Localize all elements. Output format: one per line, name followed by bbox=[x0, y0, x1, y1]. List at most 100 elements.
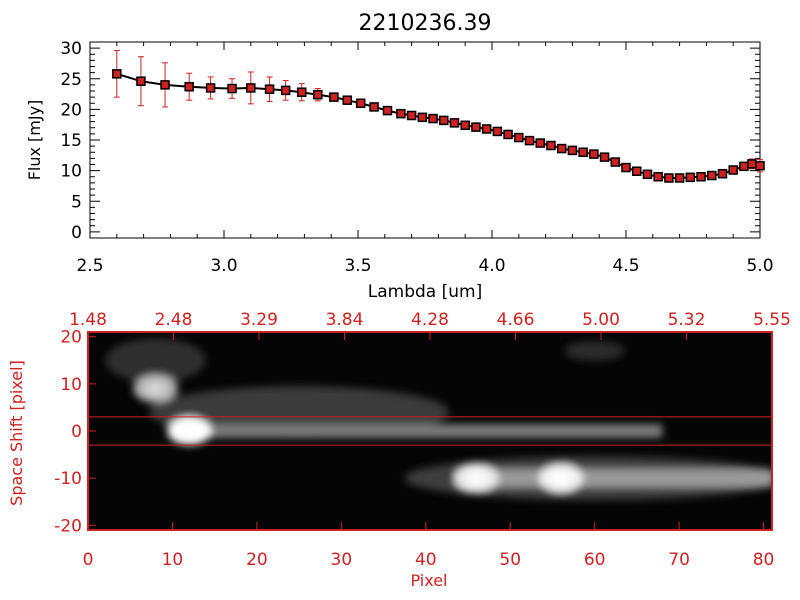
data-point bbox=[428, 113, 438, 124]
data-point bbox=[578, 147, 588, 157]
data-point bbox=[205, 83, 216, 93]
wavelength-tick-label: 3.84 bbox=[326, 310, 364, 330]
data-point bbox=[535, 138, 545, 148]
data-point bbox=[728, 165, 738, 175]
data-point bbox=[599, 152, 610, 162]
data-point bbox=[417, 112, 428, 123]
wavelength-tick-label: 4.66 bbox=[497, 310, 535, 330]
data-point bbox=[369, 102, 379, 112]
data-point bbox=[246, 83, 256, 93]
source-core bbox=[179, 424, 200, 438]
x-tick-label: 4.0 bbox=[478, 256, 505, 276]
heatmap-y-tick-label: 10 bbox=[60, 375, 82, 395]
y-axis-label: Flux [mJy] bbox=[25, 100, 44, 181]
y-tick-label: 25 bbox=[60, 70, 82, 90]
data-point bbox=[610, 157, 621, 167]
source-core bbox=[550, 471, 571, 486]
data-point bbox=[396, 108, 406, 119]
heatmap-y-tick-label: -10 bbox=[54, 469, 82, 489]
heatmap-y-tick-label: 0 bbox=[71, 422, 82, 442]
data-point bbox=[406, 110, 417, 121]
x-axis-label: Lambda [um] bbox=[368, 282, 482, 302]
data-point bbox=[460, 120, 470, 131]
data-point bbox=[631, 166, 642, 176]
heatmap-y-tick-label: 20 bbox=[60, 328, 82, 348]
wavelength-tick-label: 1.48 bbox=[69, 310, 107, 330]
data-point bbox=[160, 80, 170, 90]
data-point bbox=[481, 124, 492, 134]
data-point bbox=[296, 87, 307, 97]
heatmap-y-tick-label: -20 bbox=[54, 516, 82, 536]
data-point bbox=[503, 129, 513, 140]
spectrum-axis-ticks: 2.5 3.0 3.5 4.0 4.5 5.0 0 5 10 15 20 25 30 bbox=[60, 39, 773, 276]
data-point bbox=[674, 173, 685, 183]
data-point bbox=[621, 162, 631, 173]
data-point bbox=[664, 173, 674, 183]
data-point bbox=[717, 168, 728, 179]
y-tick-label: 5 bbox=[71, 192, 82, 212]
diffuse-emission bbox=[564, 340, 625, 361]
data-point bbox=[449, 118, 460, 128]
y-tick-label: 10 bbox=[60, 162, 82, 182]
wavelength-tick-label: 5.55 bbox=[753, 310, 791, 330]
heatmap-x-tick-label: 60 bbox=[584, 550, 606, 570]
wavelength-tick-label: 2.48 bbox=[155, 310, 193, 330]
x-tick-label: 4.5 bbox=[612, 256, 639, 276]
wavelength-tick-label: 5.32 bbox=[668, 310, 706, 330]
heatmap-x-tick-label: 70 bbox=[668, 550, 690, 570]
data-point bbox=[439, 115, 449, 126]
data-point bbox=[653, 172, 663, 182]
x-tick-label: 5.0 bbox=[746, 256, 773, 276]
data-point bbox=[184, 81, 194, 92]
wavelength-tick-label: 4.28 bbox=[411, 310, 449, 330]
data-point bbox=[112, 69, 122, 79]
y-tick-label: 30 bbox=[60, 39, 82, 59]
heatmap-x-tick-label: 50 bbox=[499, 550, 521, 570]
x-tick-label: 3.5 bbox=[344, 256, 371, 276]
data-point bbox=[342, 95, 353, 105]
y-tick-label: 20 bbox=[60, 100, 82, 120]
data-point bbox=[556, 143, 567, 154]
x-tick-label: 2.5 bbox=[76, 256, 103, 276]
spectral-trace bbox=[172, 424, 663, 438]
data-point bbox=[514, 132, 524, 143]
data-point bbox=[329, 92, 339, 102]
heatmap-x-tick-label: 40 bbox=[415, 550, 437, 570]
y-tick-label: 15 bbox=[60, 131, 82, 151]
spectral-trace bbox=[459, 469, 772, 488]
x-tick-label: 3.0 bbox=[210, 256, 237, 276]
data-point bbox=[696, 172, 706, 182]
data-point bbox=[313, 89, 323, 100]
data-point bbox=[280, 85, 291, 96]
spectral-image-heatmap bbox=[87, 331, 773, 531]
data-point bbox=[136, 76, 146, 86]
data-point bbox=[642, 169, 653, 180]
data-point bbox=[355, 98, 366, 108]
data-point bbox=[685, 172, 696, 183]
data-point bbox=[747, 159, 757, 169]
data-point bbox=[546, 140, 556, 151]
data-point bbox=[755, 160, 765, 171]
source-core bbox=[466, 471, 487, 486]
heatmap-x-tick-label: 0 bbox=[83, 550, 94, 570]
source-core bbox=[145, 381, 166, 396]
diffuse-emission bbox=[105, 338, 206, 383]
data-point bbox=[492, 126, 503, 137]
spectrum-series bbox=[112, 50, 765, 183]
data-point bbox=[707, 170, 717, 181]
wavelength-tick-label: 3.29 bbox=[240, 310, 278, 330]
heatmap-x-tick-label: 20 bbox=[246, 550, 268, 570]
data-point bbox=[739, 161, 749, 172]
data-point bbox=[589, 149, 599, 159]
heatmap-x-tick-label: 80 bbox=[753, 550, 775, 570]
heatmap-x-tick-label: 30 bbox=[331, 550, 353, 570]
data-point bbox=[471, 122, 481, 132]
data-point bbox=[567, 145, 578, 156]
data-point bbox=[524, 135, 535, 146]
y-tick-label: 0 bbox=[71, 223, 82, 243]
wavelength-tick-label: 5.00 bbox=[582, 310, 620, 330]
data-point bbox=[264, 84, 275, 94]
spectrum-plot-frame bbox=[89, 41, 761, 239]
chart-title: 2210236.39 bbox=[359, 11, 492, 36]
